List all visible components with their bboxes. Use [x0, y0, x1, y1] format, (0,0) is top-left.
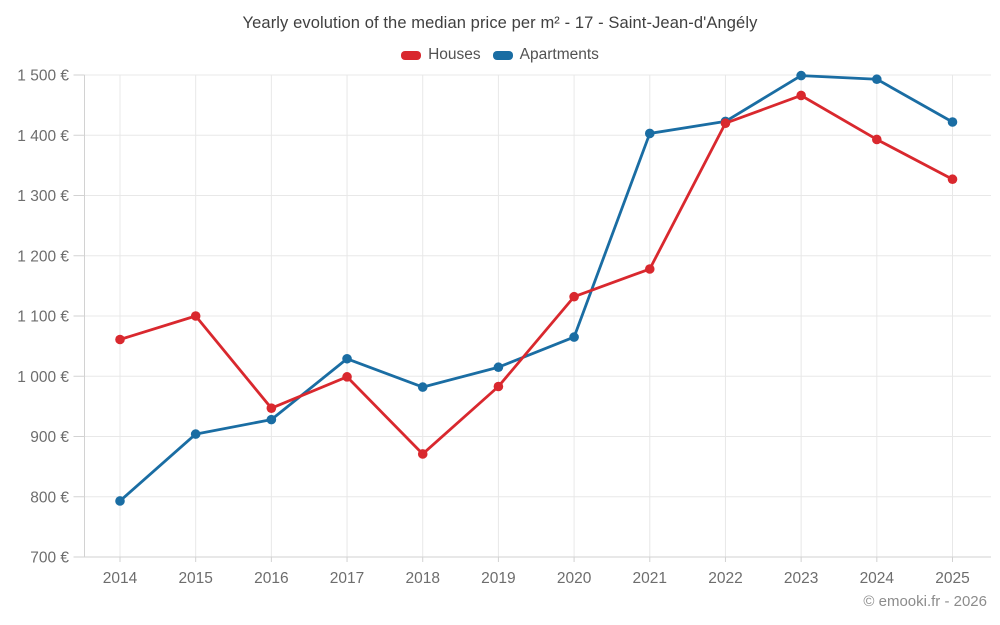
series-point-houses-2016 — [266, 403, 277, 413]
series-point-houses-2019 — [493, 381, 504, 392]
x-tick-label: 2024 — [860, 570, 895, 587]
series-point-apartments-2024 — [872, 74, 882, 85]
series-point-apartments-2025 — [947, 117, 958, 127]
series-point-houses-2025 — [947, 174, 958, 185]
series-point-apartments-2019 — [493, 362, 504, 373]
series-point-apartments-2017 — [342, 353, 352, 364]
legend-label-houses: Houses — [428, 46, 481, 63]
series-line-houses — [118, 94, 954, 456]
chart-legend: Houses Apartments — [0, 46, 1000, 64]
legend-label-apartments: Apartments — [519, 46, 599, 63]
series-point-houses-2022 — [720, 118, 731, 128]
x-tick-label: 2018 — [405, 570, 439, 587]
series-point-houses-2018 — [417, 449, 428, 459]
series-line-apartments — [118, 74, 954, 503]
x-tick-label: 2017 — [330, 570, 364, 587]
y-tick-label: 900 € — [30, 429, 69, 446]
y-tick-label: 1 500 € — [17, 68, 69, 85]
series-point-houses-2024 — [872, 134, 882, 145]
x-tick-label: 2021 — [633, 570, 667, 587]
series-point-apartments-2014 — [115, 496, 125, 506]
x-tick-label: 2015 — [178, 570, 212, 587]
houses-legend-swatch-icon — [401, 50, 422, 60]
series-point-apartments-2021 — [644, 128, 655, 139]
y-tick-label: 1 400 € — [17, 128, 69, 145]
y-tick-label: 1 100 € — [17, 309, 69, 326]
y-tick-label: 800 € — [30, 489, 69, 506]
copyright-watermark: © emooki.fr - 2026 — [863, 593, 987, 610]
legend-item-houses[interactable]: Houses — [401, 46, 481, 64]
series-point-houses-2023 — [796, 90, 806, 101]
series-point-apartments-2016 — [266, 414, 277, 425]
series-point-houses-2014 — [115, 334, 125, 345]
x-tick-label: 2020 — [557, 570, 592, 587]
apartments-legend-swatch-icon — [492, 50, 513, 60]
x-tick-label: 2019 — [481, 570, 515, 587]
y-tick-label: 1 200 € — [17, 248, 69, 265]
x-tick-label: 2025 — [935, 570, 969, 587]
y-tick-label: 1 000 € — [17, 369, 69, 386]
series-point-houses-2015 — [190, 311, 201, 321]
series-point-houses-2020 — [569, 291, 579, 302]
y-tick-label: 700 € — [30, 550, 69, 567]
x-tick-label: 2023 — [784, 570, 818, 587]
series-point-apartments-2015 — [190, 429, 201, 439]
series-point-apartments-2018 — [417, 382, 428, 392]
x-tick-label: 2014 — [103, 570, 138, 587]
series-point-apartments-2020 — [569, 332, 579, 342]
y-tick-label: 1 300 € — [17, 188, 69, 205]
x-tick-label: 2022 — [708, 570, 742, 587]
x-tick-label: 2016 — [254, 570, 288, 587]
series-point-apartments-2023 — [796, 70, 806, 81]
series-point-houses-2021 — [644, 264, 655, 274]
chart-title: Yearly evolution of the median price per… — [242, 14, 758, 32]
legend-item-apartments[interactable]: Apartments — [492, 46, 599, 64]
series-point-houses-2017 — [342, 372, 352, 382]
